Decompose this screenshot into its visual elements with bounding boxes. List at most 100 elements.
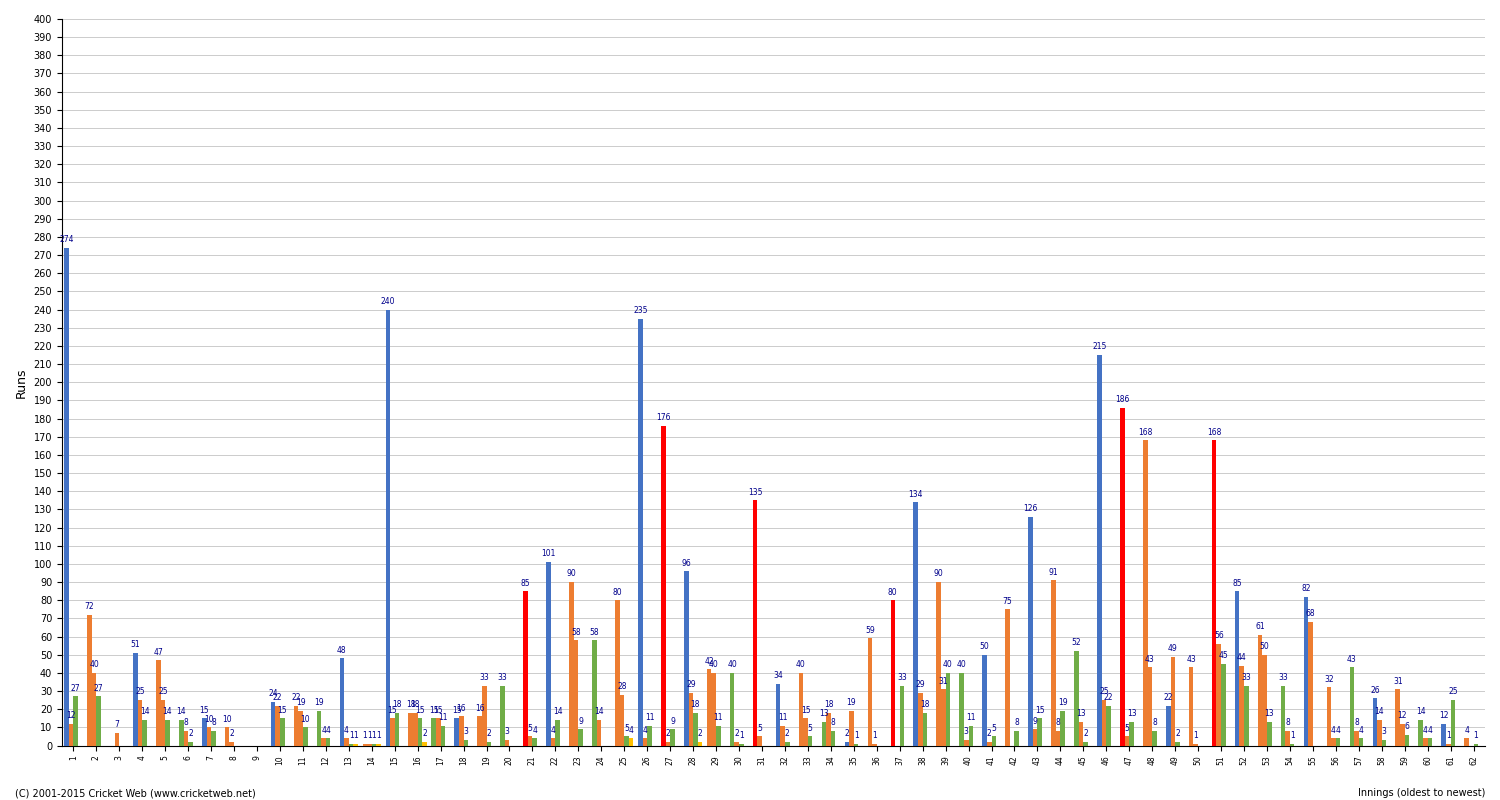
Bar bbox=[1148, 667, 1152, 746]
Text: 8: 8 bbox=[1014, 718, 1019, 727]
Bar bbox=[1281, 686, 1286, 746]
Text: 40: 40 bbox=[957, 660, 966, 670]
Bar bbox=[386, 310, 390, 746]
Bar bbox=[528, 737, 532, 746]
Bar bbox=[303, 727, 307, 746]
Bar bbox=[1286, 731, 1290, 746]
Bar bbox=[969, 726, 974, 746]
Text: 8: 8 bbox=[211, 718, 216, 727]
Text: 91: 91 bbox=[1048, 568, 1059, 577]
Bar bbox=[1382, 740, 1386, 746]
Text: 13: 13 bbox=[1126, 710, 1137, 718]
Bar bbox=[1194, 744, 1198, 746]
Text: 11: 11 bbox=[645, 713, 654, 722]
Bar bbox=[918, 693, 922, 746]
Text: 18: 18 bbox=[406, 700, 416, 710]
Bar bbox=[550, 738, 555, 746]
Bar bbox=[354, 744, 358, 746]
Text: 9: 9 bbox=[578, 717, 584, 726]
Text: 4: 4 bbox=[326, 726, 330, 734]
Text: 68: 68 bbox=[1305, 610, 1316, 618]
Text: 14: 14 bbox=[140, 707, 150, 717]
Bar bbox=[1014, 731, 1019, 746]
Bar bbox=[87, 614, 92, 746]
Bar bbox=[615, 600, 620, 746]
Text: 33: 33 bbox=[897, 673, 908, 682]
Text: 14: 14 bbox=[1374, 707, 1384, 717]
Text: 4: 4 bbox=[321, 726, 326, 734]
Bar bbox=[1290, 744, 1294, 746]
Text: 40: 40 bbox=[944, 660, 952, 670]
Text: 3: 3 bbox=[1382, 727, 1386, 737]
Bar bbox=[638, 318, 642, 746]
Text: 75: 75 bbox=[1002, 597, 1013, 606]
Bar bbox=[922, 713, 927, 746]
Bar bbox=[964, 740, 969, 746]
Text: 82: 82 bbox=[1300, 584, 1311, 593]
Text: 4: 4 bbox=[532, 726, 537, 734]
Text: 16: 16 bbox=[476, 704, 484, 713]
Bar bbox=[827, 713, 831, 746]
Bar bbox=[1083, 742, 1088, 746]
Text: 1: 1 bbox=[376, 731, 381, 740]
Text: 25: 25 bbox=[135, 687, 146, 697]
Text: 2: 2 bbox=[844, 730, 849, 738]
Text: 58: 58 bbox=[590, 627, 598, 637]
Bar bbox=[1239, 666, 1244, 746]
Text: 26: 26 bbox=[1370, 686, 1380, 694]
Text: 2: 2 bbox=[735, 730, 740, 738]
Bar bbox=[326, 738, 330, 746]
Text: 29: 29 bbox=[686, 680, 696, 690]
Bar bbox=[945, 673, 950, 746]
Bar bbox=[1464, 738, 1468, 746]
Text: 14: 14 bbox=[162, 707, 172, 717]
Text: 15: 15 bbox=[433, 706, 442, 714]
Bar bbox=[780, 726, 784, 746]
Text: 15: 15 bbox=[278, 706, 286, 714]
Bar bbox=[368, 744, 372, 746]
Bar bbox=[1304, 597, 1308, 746]
Bar bbox=[202, 718, 207, 746]
Bar bbox=[165, 720, 170, 746]
Bar bbox=[1268, 722, 1272, 746]
Bar bbox=[1212, 440, 1216, 746]
Bar bbox=[831, 731, 836, 746]
Text: 15: 15 bbox=[429, 706, 438, 714]
Text: 135: 135 bbox=[748, 488, 762, 497]
Bar bbox=[670, 729, 675, 746]
Text: 40: 40 bbox=[796, 660, 806, 670]
Bar bbox=[532, 738, 537, 746]
Text: 1: 1 bbox=[1194, 731, 1198, 740]
Bar bbox=[344, 738, 350, 746]
Text: 22: 22 bbox=[1104, 693, 1113, 702]
Text: 3: 3 bbox=[464, 727, 468, 737]
Bar bbox=[735, 742, 740, 746]
Text: 4: 4 bbox=[344, 726, 350, 734]
Text: 19: 19 bbox=[1058, 698, 1068, 707]
Bar bbox=[1056, 731, 1060, 746]
Text: 3: 3 bbox=[964, 727, 969, 737]
Text: 2: 2 bbox=[188, 730, 194, 738]
Bar bbox=[1359, 738, 1364, 746]
Text: 3: 3 bbox=[506, 727, 510, 737]
Bar bbox=[1221, 664, 1226, 746]
Bar bbox=[1125, 737, 1130, 746]
Bar bbox=[1190, 667, 1194, 746]
Text: 2: 2 bbox=[422, 730, 428, 738]
Bar bbox=[230, 742, 234, 746]
Bar bbox=[1170, 657, 1174, 746]
Text: 5: 5 bbox=[758, 724, 762, 733]
Text: 1: 1 bbox=[853, 731, 858, 740]
Text: 215: 215 bbox=[1092, 342, 1107, 351]
Text: 1: 1 bbox=[1473, 731, 1478, 740]
Bar bbox=[684, 571, 688, 746]
Text: 15: 15 bbox=[1035, 706, 1044, 714]
Text: 40: 40 bbox=[88, 660, 99, 670]
Bar bbox=[624, 737, 628, 746]
Bar bbox=[372, 744, 376, 746]
Bar bbox=[272, 702, 276, 746]
Bar bbox=[1052, 580, 1056, 746]
Bar bbox=[69, 724, 74, 746]
Text: 2: 2 bbox=[987, 730, 992, 738]
Bar bbox=[808, 737, 813, 746]
